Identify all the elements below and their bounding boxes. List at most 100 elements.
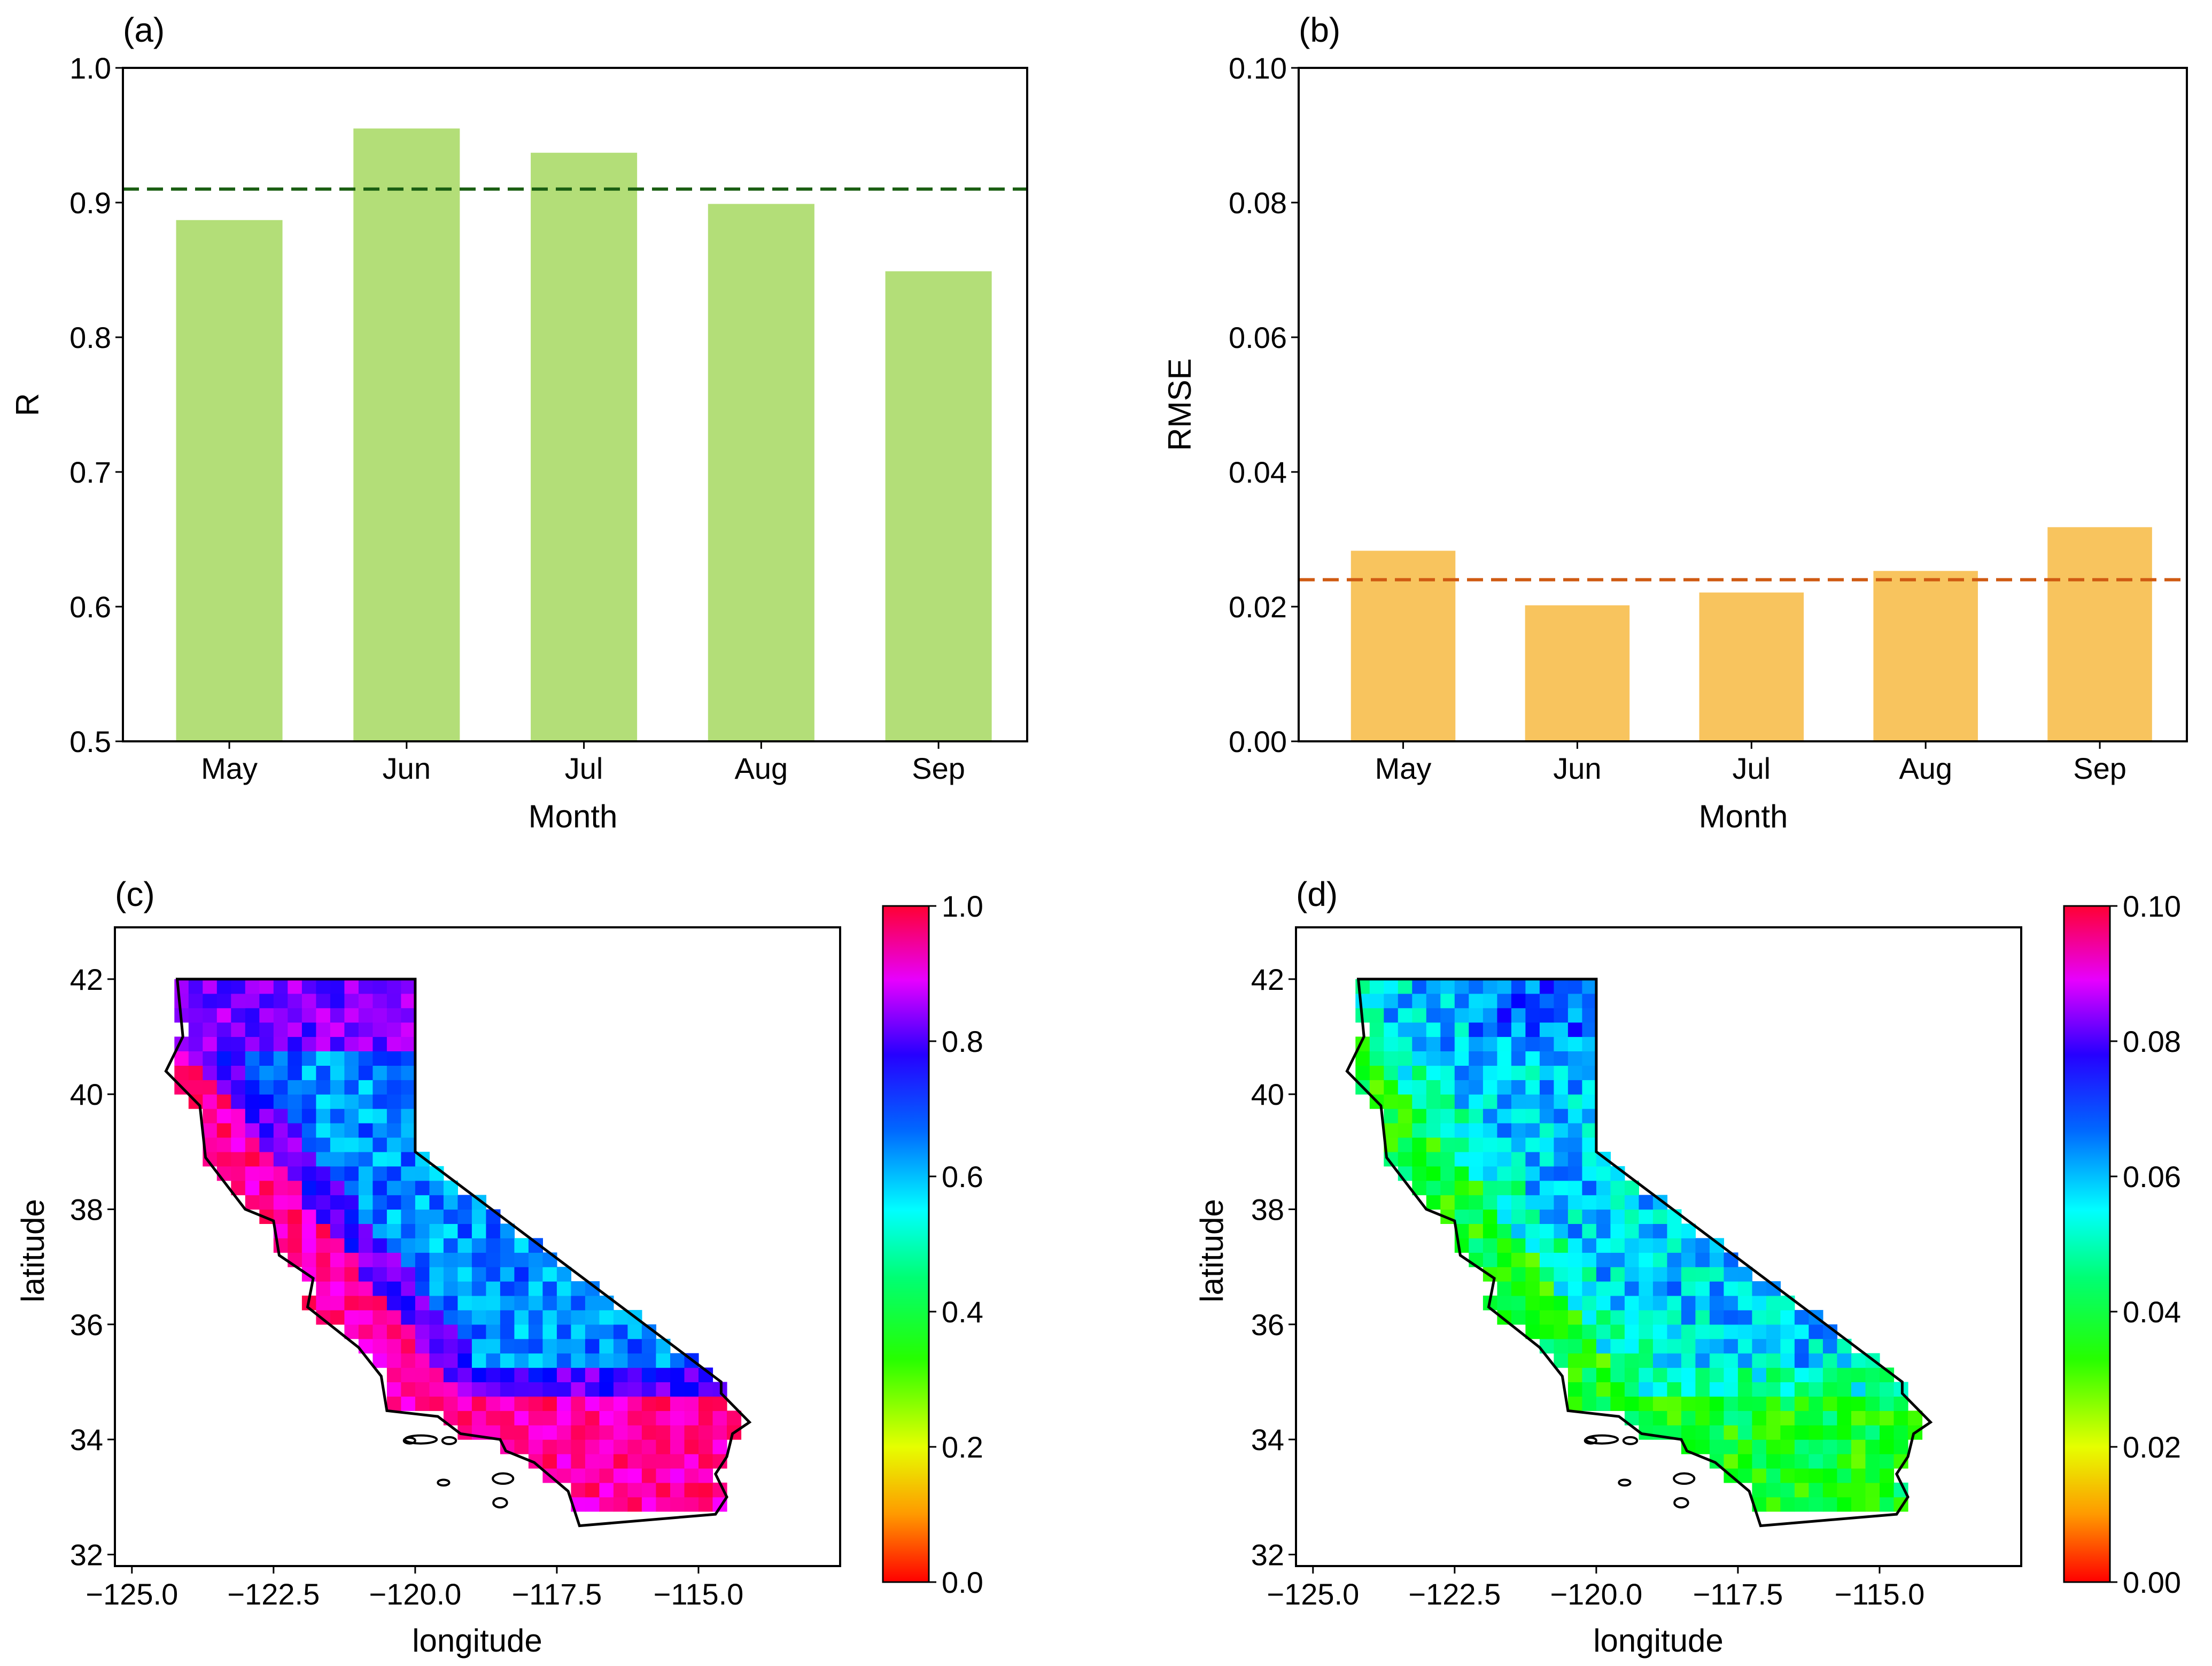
y-tick-label: 0.02 bbox=[1229, 590, 1287, 624]
grid-cell bbox=[1752, 1439, 1767, 1454]
grid-cell bbox=[358, 993, 373, 1009]
grid-cell bbox=[1384, 1065, 1399, 1080]
grid-cell bbox=[500, 1238, 515, 1253]
grid-cell bbox=[457, 1252, 472, 1267]
grid-cell bbox=[712, 1411, 727, 1425]
grid-cell bbox=[1440, 1166, 1455, 1181]
grid-cell bbox=[1454, 1209, 1469, 1224]
grid-cell bbox=[1809, 1482, 1823, 1498]
grid-cell bbox=[457, 1195, 472, 1210]
grid-cell bbox=[316, 1036, 331, 1051]
grid-cell bbox=[1497, 1238, 1512, 1253]
grid-cell bbox=[698, 1497, 713, 1512]
grid-cell bbox=[301, 979, 316, 994]
grid-cell bbox=[358, 1195, 373, 1210]
grid-cell bbox=[1652, 1309, 1667, 1325]
grid-cell bbox=[1809, 1411, 1823, 1425]
grid-cell bbox=[1865, 1367, 1880, 1383]
grid-cell bbox=[1695, 1439, 1710, 1454]
grid-cell bbox=[245, 1008, 260, 1023]
grid-cell bbox=[1681, 1252, 1696, 1267]
grid-cell bbox=[1582, 1209, 1597, 1224]
grid-cell bbox=[556, 1324, 571, 1339]
grid-cell bbox=[1794, 1353, 1809, 1368]
grid-cell bbox=[1667, 1252, 1682, 1267]
grid-cell bbox=[698, 1439, 713, 1454]
grid-cell bbox=[599, 1324, 614, 1339]
grid-cell bbox=[1398, 1036, 1412, 1051]
grid-cell bbox=[1766, 1425, 1781, 1440]
grid-cell bbox=[1794, 1382, 1809, 1397]
grid-cell bbox=[1681, 1267, 1696, 1282]
grid-cell bbox=[203, 1008, 218, 1023]
grid-cell bbox=[216, 1051, 231, 1066]
grid-cell bbox=[429, 1309, 444, 1325]
grid-cell bbox=[656, 1497, 671, 1512]
grid-cell bbox=[500, 1382, 515, 1397]
grid-cell bbox=[471, 1296, 486, 1311]
grid-cell bbox=[599, 1454, 614, 1469]
grid-cell bbox=[386, 1382, 401, 1397]
grid-cell bbox=[401, 1094, 416, 1109]
grid-cell bbox=[1567, 993, 1582, 1009]
grid-cell bbox=[216, 1036, 231, 1051]
grid-cell bbox=[641, 1439, 656, 1454]
island-outline bbox=[402, 1436, 416, 1445]
grid-cell bbox=[443, 1195, 458, 1210]
grid-cell bbox=[514, 1382, 529, 1397]
grid-cell bbox=[1469, 1151, 1484, 1167]
grid-cell bbox=[1440, 1137, 1455, 1152]
grid-cell bbox=[1624, 1209, 1639, 1224]
grid-cell bbox=[1610, 1267, 1625, 1282]
grid-cell bbox=[1469, 993, 1484, 1009]
grid-cell bbox=[1355, 1051, 1370, 1066]
grid-cell bbox=[1596, 1281, 1611, 1296]
grid-cell bbox=[1454, 979, 1469, 994]
grid-cell bbox=[1511, 1209, 1526, 1224]
grid-cell bbox=[1667, 1324, 1682, 1339]
grid-cell bbox=[500, 1252, 515, 1267]
grid-cell bbox=[1724, 1353, 1738, 1368]
grid-cell bbox=[1724, 1396, 1738, 1411]
grid-cell bbox=[1652, 1223, 1667, 1238]
grid-cell bbox=[316, 993, 331, 1009]
grid-cell bbox=[1582, 1281, 1597, 1296]
grid-cell bbox=[1440, 1151, 1455, 1167]
grid-cell bbox=[1369, 1065, 1384, 1080]
panel-d-colorbar-ticks: 0.00 0.02 0.04 0.06 0.08 0.10 bbox=[2110, 889, 2181, 1599]
grid-cell bbox=[1567, 1036, 1582, 1051]
grid-cell bbox=[457, 1411, 472, 1425]
grid-cell bbox=[1766, 1439, 1781, 1454]
grid-cell bbox=[1639, 1267, 1654, 1282]
grid-cell bbox=[174, 1065, 189, 1080]
grid-cell bbox=[245, 1123, 260, 1138]
grid-cell bbox=[1709, 1338, 1724, 1354]
grid-cell bbox=[1369, 1036, 1384, 1051]
grid-cell bbox=[1554, 1209, 1569, 1224]
grid-cell bbox=[415, 1338, 430, 1354]
x-tick-label: Aug bbox=[735, 751, 788, 785]
island-outline bbox=[403, 1434, 438, 1445]
grid-cell bbox=[316, 979, 331, 994]
grid-cell bbox=[1567, 1223, 1582, 1238]
grid-cell bbox=[1539, 1238, 1554, 1253]
grid-cell bbox=[599, 1411, 614, 1425]
grid-cell bbox=[1752, 1324, 1767, 1339]
x-tick-label: Sep bbox=[2073, 751, 2126, 785]
grid-cell bbox=[1582, 1353, 1597, 1368]
grid-cell bbox=[443, 1296, 458, 1311]
y-tick-label: 0.9 bbox=[69, 186, 111, 220]
grid-cell bbox=[500, 1411, 515, 1425]
grid-cell bbox=[1794, 1482, 1809, 1498]
grid-cell bbox=[571, 1411, 586, 1425]
grid-cell bbox=[1652, 1411, 1667, 1425]
grid-cell bbox=[188, 979, 203, 994]
grid-cell bbox=[245, 979, 260, 994]
grid-cell bbox=[358, 1209, 373, 1224]
y-tick-label: 0.5 bbox=[69, 725, 111, 758]
grid-cell bbox=[1624, 1338, 1639, 1354]
grid-cell bbox=[1596, 1396, 1611, 1411]
y-tick-label: 32 bbox=[70, 1538, 103, 1571]
grid-cell bbox=[401, 1209, 416, 1224]
grid-cell bbox=[273, 1094, 288, 1109]
